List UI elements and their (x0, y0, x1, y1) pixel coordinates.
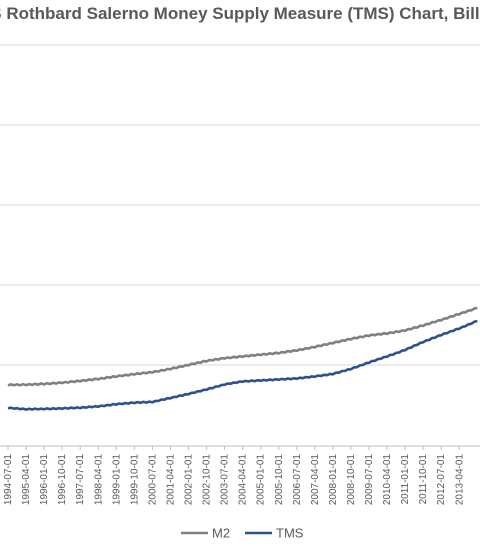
x-tick-label: 1997-07-01 (75, 454, 86, 506)
x-tick-label: 2005-10-01 (274, 454, 285, 506)
x-tick-label: 1995-04-01 (21, 454, 32, 506)
x-tick-label: 2013-04-01 (454, 454, 465, 506)
x-tick-label: 2010-04-01 (382, 454, 393, 506)
x-tick-label: 2011-01-01 (400, 454, 411, 505)
x-tick-label: 2008-01-01 (328, 454, 339, 506)
x-tick-label: 1999-01-01 (111, 454, 122, 506)
x-tick-label: 2006-07-01 (292, 454, 303, 506)
x-tick-label: 1994-07-01 (3, 454, 14, 506)
series-line-tms (7, 319, 478, 411)
x-tick-label: 2002-01-01 (184, 454, 195, 506)
x-tick-label: 2005-01-01 (256, 454, 267, 506)
gridlines (0, 44, 480, 447)
legend-label-m2: M2 (212, 526, 230, 541)
x-tick-label: 1996-10-01 (57, 454, 68, 506)
series-line-m2 (7, 306, 478, 387)
legend: M2 TMS (181, 526, 304, 541)
x-tick-label: 2004-04-01 (238, 454, 249, 506)
series-lines (7, 306, 478, 411)
x-tick-label: 2011-10-01 (418, 454, 429, 505)
legend-label-tms: TMS (276, 526, 304, 541)
chart-title: US Rothbard Salerno Money Supply Measure… (0, 4, 480, 28)
x-tick-label: 2007-04-01 (310, 454, 321, 506)
x-tick-label: 1999-10-01 (129, 454, 140, 506)
x-axis-ticks: 1994-07-01 1995-04-01 1996-01-01 1996-10-01… (3, 446, 465, 505)
x-tick-label: 1998-04-01 (93, 454, 104, 506)
x-tick-label: 1996-01-01 (39, 454, 50, 506)
x-tick-label: 2009-07-01 (364, 454, 375, 506)
x-tick-label: 2003-07-01 (220, 454, 231, 506)
x-tick-label: 2008-10-01 (346, 454, 357, 506)
x-tick-label: 2002-10-01 (202, 454, 213, 506)
x-tick-label: 2001-04-01 (165, 454, 176, 506)
x-tick-label: 2000-07-01 (147, 454, 158, 506)
x-tick-label: 2012-07-01 (436, 454, 447, 506)
chart-title-text: US Rothbard Salerno Money Supply Measure… (0, 4, 480, 23)
